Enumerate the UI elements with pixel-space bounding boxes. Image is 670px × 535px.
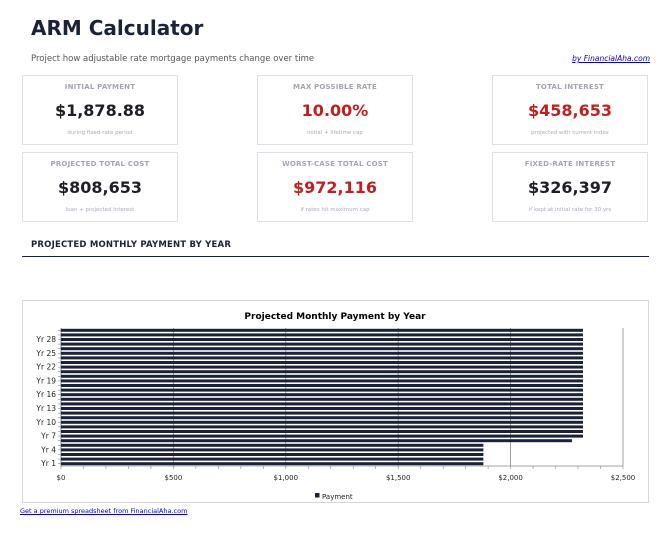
x-tick-label: $2,000 — [498, 474, 523, 482]
bar-yr-29 — [61, 333, 583, 337]
stat-note: during fixed-rate period — [67, 130, 133, 136]
bar-yr-8 — [61, 430, 583, 433]
bar-yr-26 — [61, 347, 583, 351]
y-tick-label: Yr 13 — [35, 404, 56, 413]
bar-yr-25 — [61, 351, 583, 355]
bar-yr-2 — [61, 457, 484, 461]
bar-yr-21 — [61, 370, 583, 374]
y-tick-label: Yr 25 — [35, 349, 56, 358]
section-title: PROJECTED MONTHLY PAYMENT BY YEAR — [31, 240, 232, 250]
bar-yr-13 — [61, 407, 583, 410]
bar-yr-14 — [61, 402, 583, 406]
bar-yr-19 — [61, 379, 583, 383]
bar-yr-9 — [61, 425, 583, 429]
stat-value: 10.00% — [301, 101, 369, 120]
stat-label: WORST-CASE TOTAL COST — [282, 160, 388, 168]
bar-yr-27 — [61, 342, 583, 346]
stat-label: PROJECTED TOTAL COST — [50, 160, 150, 168]
y-tick-label: Yr 7 — [40, 432, 56, 441]
stat-value: $1,878.88 — [54, 101, 146, 120]
x-tick-label: $500 — [164, 474, 182, 482]
bar-yr-3 — [61, 453, 484, 456]
y-tick-label: Yr 10 — [35, 418, 56, 427]
stat-note: initial + lifetime cap — [307, 130, 363, 136]
page-title: ARM Calculator — [31, 16, 204, 40]
stat-card: INITIAL PAYMENT $1,878.88 during fixed-r… — [22, 75, 178, 145]
stat-card: FIXED-RATE INTEREST $326,397 if kept at … — [492, 152, 648, 222]
y-tick-label: Yr 28 — [35, 335, 56, 344]
legend-label: Payment — [322, 493, 353, 501]
stat-value: $326,397 — [527, 178, 612, 197]
y-tick-label: Yr 22 — [35, 363, 56, 372]
section-divider — [22, 256, 649, 257]
stat-value: $808,653 — [57, 178, 142, 197]
bar-yr-4 — [61, 448, 484, 452]
bar-yr-15 — [61, 397, 583, 401]
bar-yr-18 — [61, 384, 583, 387]
bar-yr-1 — [61, 462, 484, 466]
bar-yr-7 — [61, 434, 583, 438]
x-tick-label: $1,000 — [274, 474, 299, 482]
x-tick-label: $0 — [57, 474, 66, 482]
premium-spreadsheet-link[interactable]: Get a premium spreadsheet from Financial… — [20, 507, 188, 515]
bar-yr-28 — [61, 338, 583, 341]
stat-card: WORST-CASE TOTAL COST $972,116 if rates … — [257, 152, 413, 222]
bar-yr-17 — [61, 388, 583, 392]
y-tick-label: Yr 4 — [40, 445, 56, 454]
bar-yr-23 — [61, 361, 583, 364]
page-subtitle: Project how adjustable rate mortgage pay… — [31, 54, 315, 64]
stat-note: if rates hit maximum cap — [300, 207, 370, 213]
stat-card: PROJECTED TOTAL COST $808,653 loan + pro… — [22, 152, 178, 222]
stat-label: INITIAL PAYMENT — [64, 83, 136, 91]
stat-card: TOTAL INTEREST $458,653 projected with c… — [492, 75, 648, 145]
stat-note: loan + projected interest — [65, 207, 135, 213]
stat-label: FIXED-RATE INTEREST — [524, 160, 616, 168]
stat-card: MAX POSSIBLE RATE 10.00% initial + lifet… — [257, 75, 413, 145]
y-tick-label: Yr 19 — [35, 376, 56, 385]
x-tick-label: $2,500 — [611, 474, 636, 482]
bar-yr-12 — [61, 411, 583, 415]
byline-link[interactable]: by FinancialAha.com — [572, 54, 650, 63]
bar-yr-6 — [61, 439, 572, 443]
bar-yr-30 — [61, 328, 583, 332]
legend-swatch — [315, 493, 320, 498]
bar-yr-5 — [61, 443, 484, 447]
bar-yr-20 — [61, 374, 583, 378]
y-tick-label: Yr 16 — [35, 390, 56, 399]
y-tick-label: Yr 1 — [40, 459, 56, 468]
chart-container — [22, 300, 649, 503]
x-tick-label: $1,500 — [386, 474, 411, 482]
stat-value: $972,116 — [292, 178, 377, 197]
chart-title: Projected Monthly Payment by Year — [244, 312, 426, 322]
stat-note: projected with current index — [531, 130, 609, 136]
bar-yr-10 — [61, 420, 583, 424]
stat-label: TOTAL INTEREST — [535, 83, 605, 91]
stat-value: $458,653 — [527, 101, 612, 120]
stat-label: MAX POSSIBLE RATE — [293, 83, 377, 91]
stat-note: if kept at initial rate for 30 yrs — [528, 207, 612, 213]
bar-yr-16 — [61, 393, 583, 397]
bar-yr-11 — [61, 416, 583, 420]
bar-yr-22 — [61, 365, 583, 369]
bar-yr-24 — [61, 356, 583, 360]
